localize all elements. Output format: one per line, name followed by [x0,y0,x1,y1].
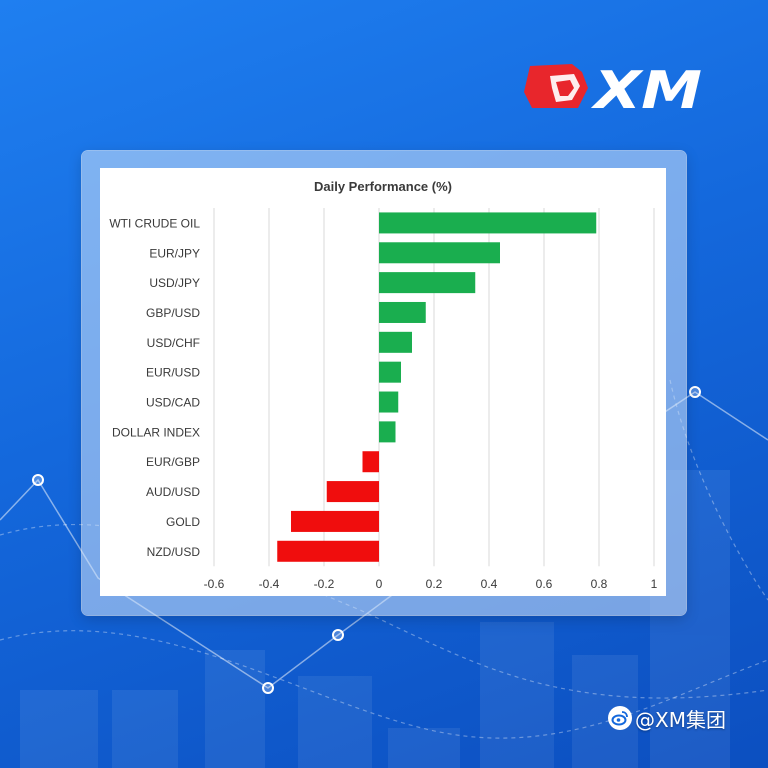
x-tick-label: 1 [651,577,658,591]
watermark-text: @XM集团 [635,707,726,732]
watermark: @XM集团 [608,703,726,733]
category-label: DOLLAR INDEX [112,425,200,439]
category-label: USD/JPY [149,276,200,290]
category-label: NZD/USD [147,545,201,559]
bg-bar [205,650,265,768]
bg-bar [112,690,178,768]
bg-bar [298,676,372,768]
bg-bar [20,690,98,768]
x-tick-label: -0.6 [204,577,225,591]
x-tick-label: 0.2 [426,577,443,591]
bg-dot [332,629,344,641]
bar-wti-crude-oil [379,212,597,234]
chart-panel: Daily Performance (%) WTI CRUDE OIL EUR/J… [100,168,666,596]
chart-grid [213,208,655,567]
category-label: EUR/GBP [146,455,200,469]
category-label: AUD/USD [146,485,200,499]
chart-x-tick-labels: -0.6 -0.4 -0.2 0 0.2 0.4 0.6 0.8 1 [204,577,658,591]
x-tick-label: -0.2 [314,577,335,591]
category-label: GOLD [166,515,200,529]
daily-performance-chart: Daily Performance (%) WTI CRUDE OIL EUR/J… [109,179,658,591]
x-tick-label: -0.4 [259,577,280,591]
category-label: USD/CAD [146,396,200,410]
bg-bar [480,622,554,768]
weibo-icon [608,706,632,730]
bar-gbp-usd [379,301,426,323]
category-label: EUR/USD [146,366,200,380]
bg-dot [32,474,44,486]
bg-bar [388,728,460,768]
chart-title: Daily Performance (%) [314,179,452,194]
x-tick-label: 0 [376,577,383,591]
category-label: EUR/JPY [149,246,200,260]
bar-aud-usd [326,481,379,503]
bar-eur-jpy [379,242,500,264]
bar-usd-jpy [379,272,476,294]
bg-dashed-curve [0,630,768,739]
x-tick-label: 0.4 [481,577,498,591]
category-label: WTI CRUDE OIL [109,216,200,230]
bar-gold [291,510,379,532]
category-label: GBP/USD [146,306,200,320]
bar-dollar-index [379,421,396,443]
category-label: USD/CHF [147,336,200,350]
bar-usd-cad [379,391,399,413]
chart-bars [277,212,597,562]
x-tick-label: 0.6 [536,577,553,591]
bar-eur-usd [379,361,401,383]
chart-category-labels: WTI CRUDE OIL EUR/JPY USD/JPY GBP/USD USD/CH… [109,216,200,558]
bar-eur-gbp [362,451,379,473]
bar-usd-chf [379,331,412,353]
xm-logo-mark-icon [524,64,588,108]
x-tick-label: 0.8 [591,577,608,591]
bg-dot [689,386,701,398]
bar-nzd-usd [277,540,379,562]
xm-logo: XM [524,61,702,116]
xm-logo-text: XM [590,61,702,116]
bg-dot [262,682,274,694]
